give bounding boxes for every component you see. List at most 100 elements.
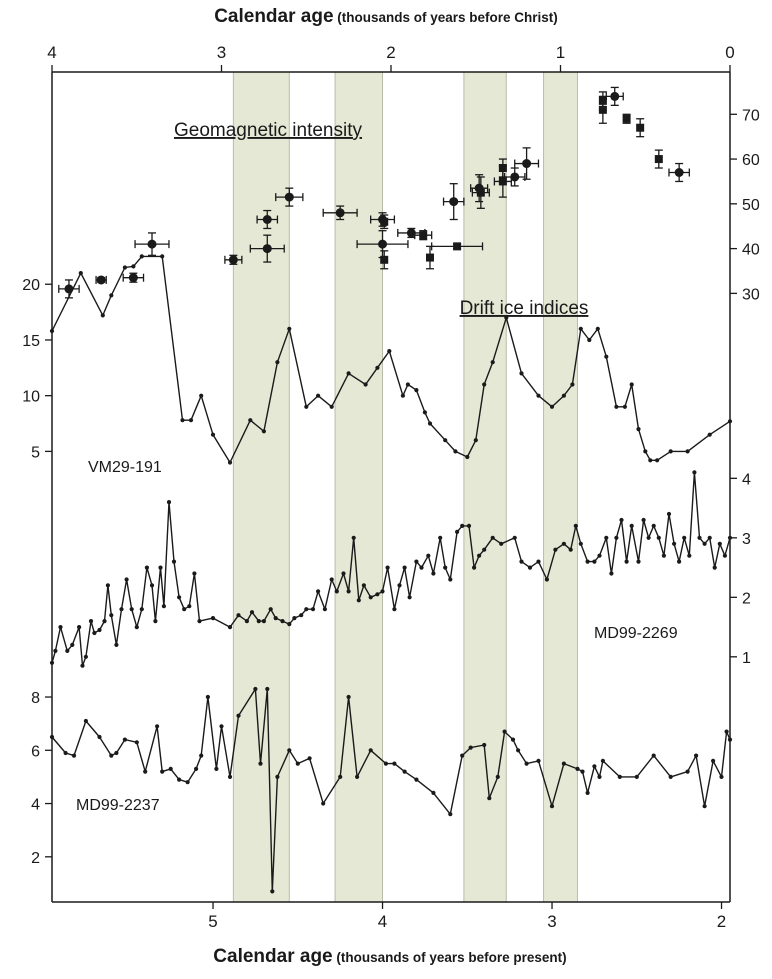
md2237-point-43	[482, 742, 487, 748]
geomag-circle-16	[610, 91, 620, 101]
md2269-point-45	[304, 607, 309, 612]
md2269-point-98	[636, 559, 641, 564]
md2269-point-0	[49, 660, 55, 665]
vm29-point-36	[519, 371, 524, 376]
top-axis-title-bold: Calendar age	[214, 6, 333, 27]
geomagnetic-tick-label-1: 40	[742, 242, 760, 259]
md2237-point-0	[49, 734, 55, 740]
md2237-point-28	[295, 761, 300, 766]
geomag-circle-6	[262, 244, 272, 254]
md2269-point-37	[256, 619, 261, 624]
md2237-point-58	[600, 758, 606, 764]
vm29-point-34	[490, 360, 495, 365]
md2269-point-17	[129, 607, 134, 612]
md2269-point-26	[171, 559, 177, 564]
md2269-point-65	[419, 565, 424, 570]
md2237-point-65	[702, 804, 707, 809]
top-axis-title: Calendar age (thousands of years before …	[214, 6, 558, 27]
md2269-point-16	[124, 577, 129, 582]
vm29-point-47	[629, 382, 634, 387]
md2269-point-71	[455, 529, 460, 535]
md2269-point-2	[58, 625, 63, 630]
md2269-point-72	[460, 523, 465, 529]
md2269-point-35	[244, 619, 249, 624]
md2269-point-84	[553, 547, 558, 552]
md2269-point-89	[585, 559, 590, 564]
vm29-point-38	[549, 404, 555, 409]
vm29-point-39	[561, 393, 567, 398]
drift-ice-title: Drift ice indices	[460, 298, 589, 319]
md2237-tick-label-1: 4	[31, 797, 40, 814]
vm29-point-46	[622, 404, 628, 409]
vm29-point-25	[405, 382, 410, 387]
geomag-square-7	[498, 177, 507, 186]
md2237-line	[51, 688, 731, 893]
md2269-point-60	[392, 607, 397, 612]
geomag-circle-2	[128, 273, 138, 283]
geomag-square-5	[476, 188, 485, 197]
md2269-point-103	[661, 553, 667, 558]
md2237-point-41	[460, 753, 465, 758]
vm29-point-11	[210, 432, 216, 437]
md2237-point-1	[63, 750, 68, 756]
md2237-point-54	[580, 769, 585, 774]
geomagnetic-tick-label-4: 70	[742, 107, 760, 124]
md2269-point-58	[380, 589, 385, 594]
md2269-point-15	[119, 607, 124, 612]
shaded-band-3	[543, 71, 578, 903]
md2269-tick-label-3: 4	[742, 471, 751, 488]
md2237-tick-label-2: 6	[31, 743, 40, 760]
md2269-tick-label-0: 1	[742, 650, 751, 667]
vm29-point-43	[595, 326, 600, 331]
geomag-circle-7	[284, 192, 294, 202]
md2269-tick-label-2: 3	[742, 531, 751, 548]
md2237-point-21	[236, 713, 241, 718]
md2269-point-30	[192, 571, 197, 576]
md2269-point-76	[482, 547, 487, 552]
vm29-point-6	[139, 254, 144, 259]
vm29-point-21	[363, 382, 368, 387]
md2237-label: MD99-2237	[76, 797, 160, 814]
md2269-point-41	[280, 619, 285, 624]
md2269-point-38	[261, 619, 266, 624]
md2237-point-53	[575, 766, 580, 772]
md2269-point-93	[609, 571, 614, 576]
md2269-point-44	[299, 613, 304, 618]
md2269-point-21	[149, 583, 155, 588]
md2269-point-95	[619, 517, 624, 523]
md2237-series	[49, 686, 733, 894]
md2269-point-40	[273, 616, 278, 621]
vm29-point-54	[707, 432, 712, 437]
md2269-point-18	[134, 625, 139, 630]
md2269-point-5	[77, 625, 82, 630]
md2269-point-3	[65, 648, 70, 654]
vm29-point-31	[465, 454, 470, 460]
md2269-point-29	[187, 604, 192, 609]
md2237-point-24	[265, 686, 270, 692]
geomagnetic-series	[58, 86, 690, 299]
geomag-circle-3	[147, 239, 157, 249]
md2269-point-31	[197, 619, 202, 624]
md2269-point-86	[568, 547, 573, 552]
md2237-point-38	[414, 777, 419, 782]
vm29-point-35	[504, 315, 509, 320]
geomag-circle-8	[335, 208, 345, 218]
md2237-point-25	[270, 889, 275, 894]
bottom-axis-title-bold: Calendar age	[213, 946, 332, 967]
md2269-point-20	[144, 565, 149, 570]
bottom-axis-title: Calendar age (thousands of years before …	[213, 946, 566, 967]
md2269-point-12	[105, 583, 110, 588]
md2269-point-19	[139, 607, 144, 612]
md2269-point-90	[592, 559, 597, 564]
vm29-point-4	[122, 265, 127, 270]
vm29-point-7	[160, 254, 165, 259]
md2269-point-70	[448, 577, 453, 582]
md2237-point-10	[155, 724, 160, 729]
top-tick-label-1: 3	[217, 43, 226, 62]
md2269-point-68	[438, 535, 443, 540]
md2269-point-87	[573, 523, 578, 529]
geomag-square-12	[654, 155, 663, 164]
vm29-point-41	[578, 326, 583, 331]
